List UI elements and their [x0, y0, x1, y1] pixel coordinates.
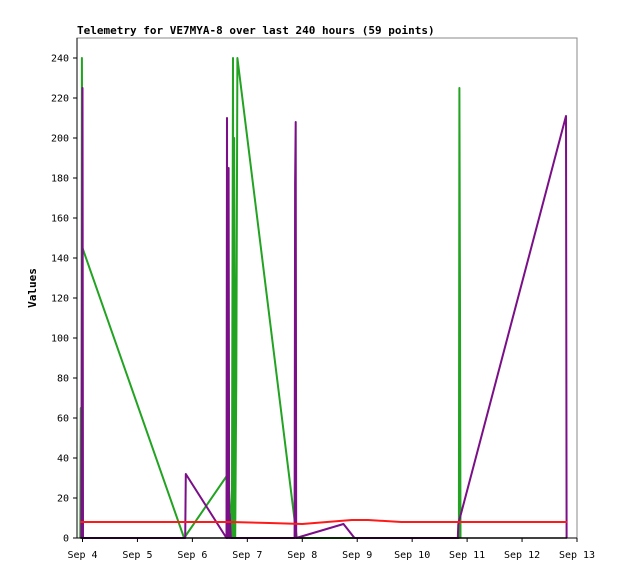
y-tick-label: 220 — [51, 94, 69, 105]
y-tick-label: 140 — [51, 254, 69, 265]
y-tick-label: 200 — [51, 134, 69, 145]
y-axis-label: Values — [26, 268, 39, 308]
series-line-2 — [80, 87, 568, 539]
y-tick-label: 240 — [51, 54, 69, 65]
y-tick-label: 100 — [51, 334, 69, 345]
x-tick-label: Sep 9 — [342, 550, 372, 561]
series-line-1 — [79, 57, 462, 539]
series-group — [79, 57, 568, 539]
x-tick-label: Sep 8 — [287, 550, 317, 561]
x-tick-label: Sep 5 — [122, 550, 152, 561]
chart-title: Telemetry for VE7MYA-8 over last 240 hou… — [77, 24, 435, 37]
x-tick-label: Sep 6 — [177, 550, 207, 561]
y-tick-label: 160 — [51, 214, 69, 225]
y-tick-label: 120 — [51, 294, 69, 305]
x-tick-label: Sep 7 — [232, 550, 262, 561]
axes-group: 0 20 40 60 80 100 120 140 160 180 200 220 240 Sep 4 Se… — [51, 38, 595, 561]
y-tick-label: 80 — [57, 374, 69, 385]
y-tick-label: 0 — [63, 534, 69, 545]
y-tick-label: 40 — [57, 454, 69, 465]
x-tick-label: Sep 10 — [394, 550, 430, 561]
y-tick-label: 60 — [57, 414, 69, 425]
x-tick-label: Sep 11 — [449, 550, 485, 561]
x-tick-label: Sep 12 — [504, 550, 540, 561]
series-line-3 — [80, 519, 568, 525]
x-tick-label: Sep 4 — [67, 550, 97, 561]
y-tick-label: 20 — [57, 494, 69, 505]
plot-frame — [76, 37, 578, 539]
x-tick-label: Sep 13 — [559, 550, 595, 561]
y-tick-label: 180 — [51, 174, 69, 185]
